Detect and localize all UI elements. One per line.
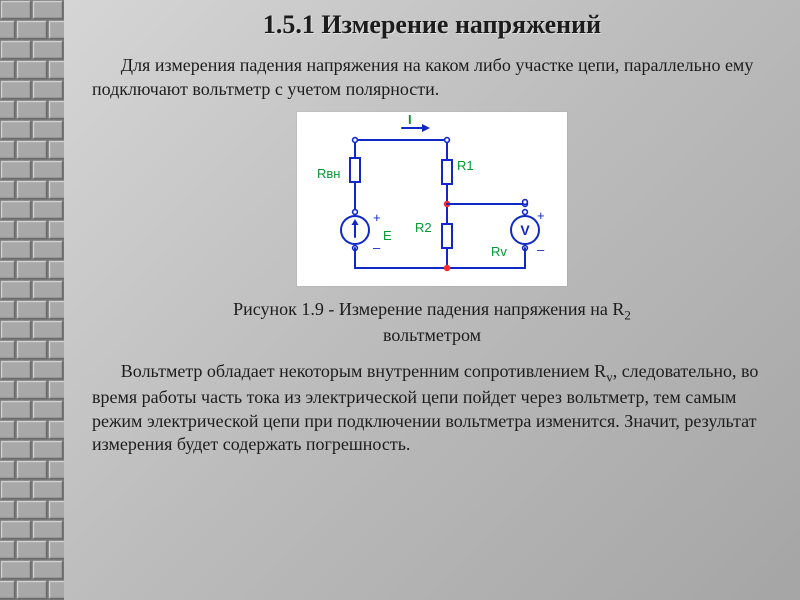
svg-text:R1: R1 bbox=[457, 158, 474, 173]
page-title: 1.5.1 Измерение напряжений bbox=[92, 10, 772, 40]
svg-text:V: V bbox=[520, 222, 530, 238]
svg-text:–: – bbox=[537, 242, 545, 257]
svg-text:R2: R2 bbox=[415, 220, 432, 235]
circuit-figure: IRвн+–ER1R2V+–Rv bbox=[297, 112, 567, 286]
figure-caption-line1: Рисунок 1.9 - Измерение падения напряжен… bbox=[92, 299, 772, 324]
figure-caption-line2: вольтметром bbox=[92, 325, 772, 346]
para2-part-a: Вольтметр обладает некоторым внутренним … bbox=[121, 361, 606, 381]
slide-page: 1.5.1 Измерение напряжений Для измерения… bbox=[0, 0, 800, 600]
caption-subscript: 2 bbox=[624, 307, 631, 322]
svg-text:I: I bbox=[408, 112, 412, 127]
svg-text:+: + bbox=[537, 208, 545, 223]
content-area: 1.5.1 Измерение напряжений Для измерения… bbox=[64, 0, 800, 600]
svg-text:Rv: Rv bbox=[491, 244, 507, 259]
body-paragraph-2: Вольтметр обладает некоторым внутренним … bbox=[92, 360, 772, 457]
svg-text:–: – bbox=[373, 240, 381, 255]
brick-border bbox=[0, 0, 64, 600]
intro-paragraph: Для измерения падения напряжения на како… bbox=[92, 54, 772, 102]
svg-text:+: + bbox=[373, 210, 381, 225]
figure-container: IRвн+–ER1R2V+–Rv bbox=[92, 112, 772, 291]
svg-text:E: E bbox=[383, 228, 392, 243]
svg-text:Rвн: Rвн bbox=[317, 166, 340, 181]
caption-text: Рисунок 1.9 - Измерение падения напряжен… bbox=[233, 299, 624, 319]
